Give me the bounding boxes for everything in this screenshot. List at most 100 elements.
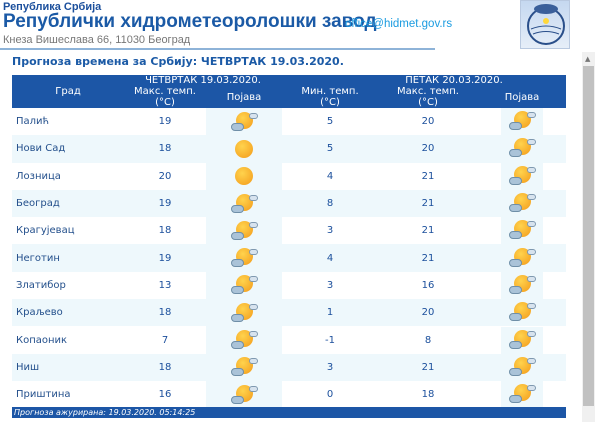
max-temp-day1: 19 <box>124 189 206 218</box>
header-address: Кнеза Вишеслава 66, 11030 Београд <box>3 34 191 46</box>
logo-icon <box>527 4 565 45</box>
logo[interactable] <box>520 0 570 49</box>
phenomenon-day1 <box>206 108 282 136</box>
max-temp-day2: 21 <box>378 353 478 381</box>
max-temp-day1: 18 <box>158 225 172 237</box>
table-row: Београд 19 8 21 <box>12 189 566 218</box>
max-temp-day2: 18 <box>421 389 435 401</box>
day2-header: ПЕТАК 20.03.2020. <box>282 75 566 86</box>
city-name: Приштина <box>16 389 71 401</box>
min-temp-day2: 8 <box>282 189 378 218</box>
partly-cloudy-icon <box>230 111 258 133</box>
col-phen2: Појава <box>478 86 566 108</box>
max-temp-day1: 18 <box>124 135 206 163</box>
table-row: Златибор 13 3 16 <box>12 271 566 300</box>
phenomenon-day1 <box>206 162 282 190</box>
phenomenon-day2 <box>478 381 566 409</box>
phenomenon-day2 <box>478 244 566 272</box>
min-temp-day2: 0 <box>326 389 334 401</box>
max-temp-day1: 13 <box>158 279 172 291</box>
min-temp-day2: -1 <box>325 334 335 346</box>
phenomenon-day2 <box>478 353 566 381</box>
max-temp-day1: 20 <box>158 170 172 182</box>
phenomenon-day1 <box>206 326 282 354</box>
phenomenon-day1 <box>206 380 282 409</box>
partly-cloudy-icon <box>230 329 258 351</box>
unit1: (°C) <box>124 97 206 108</box>
partly-cloudy-icon <box>508 137 536 159</box>
max-temp-day1: 19 <box>158 116 172 128</box>
table-row: Нови Сад 18 5 20 <box>12 135 566 163</box>
table-row: Краљево 18 1 20 <box>12 299 566 327</box>
partly-cloudy-icon <box>230 193 258 215</box>
partly-cloudy-icon <box>230 220 258 242</box>
phenomenon-day1 <box>206 271 282 300</box>
partly-cloudy-icon <box>508 301 536 323</box>
max-temp-day2: 20 <box>421 116 435 128</box>
phenomenon-day2 <box>478 162 566 190</box>
footer-updated: Прогноза ажурирана: 19.03.2020. 05:14:25 <box>12 407 566 418</box>
city-name: Краљево <box>12 299 124 327</box>
partly-cloudy-icon <box>230 302 258 324</box>
partly-cloudy-icon <box>508 192 536 214</box>
max-temp-day2: 21 <box>378 189 478 218</box>
min-temp-day2: 5 <box>282 135 378 163</box>
city-name: Неготин <box>12 244 124 272</box>
scrollbar[interactable]: ▲ <box>582 52 595 422</box>
col-phen1: Појава <box>206 86 282 108</box>
city-name: Београд <box>12 189 124 218</box>
phenomenon-day2 <box>478 299 566 327</box>
forecast-subtitle: Прогноза времена за Србију: ЧЕТВРТАК 19.… <box>12 55 344 68</box>
max-temp-day2: 8 <box>424 334 432 346</box>
table-row: Приштина 16 0 18 <box>12 380 566 409</box>
max-temp-day2: 20 <box>378 135 478 163</box>
max-temp-day2: 16 <box>421 279 435 291</box>
phenomenon-day1 <box>206 244 282 272</box>
phenomenon-day2 <box>478 189 566 218</box>
partly-cloudy-icon <box>230 247 258 269</box>
col-max1: Макс. темп. <box>124 86 206 97</box>
phenomenon-day1 <box>206 135 282 163</box>
table-row: Палић 19 5 20 <box>12 108 566 136</box>
phenomenon-day2 <box>478 217 566 245</box>
phenomenon-day1 <box>206 353 282 381</box>
max-temp-day2: 20 <box>378 299 478 327</box>
phenomenon-day2 <box>478 108 566 136</box>
min-temp-day2: 3 <box>326 279 334 291</box>
unit3: (°C) <box>378 97 478 108</box>
max-temp-day1: 18 <box>124 353 206 381</box>
city-name: Палић <box>16 116 50 128</box>
city-name: Нови Сад <box>12 135 124 163</box>
max-temp-day1: 16 <box>158 389 172 401</box>
partly-cloudy-icon <box>230 384 258 406</box>
email-link[interactable]: office@hidmet.gov.rs <box>345 18 453 30</box>
city-name: Крагујевац <box>16 225 75 237</box>
unit2: (°C) <box>282 97 378 108</box>
city-name: Копаоник <box>16 334 68 346</box>
city-name: Златибор <box>16 279 66 291</box>
min-temp-day2: 5 <box>326 116 334 128</box>
partly-cloudy-icon <box>508 329 536 351</box>
table-row: Неготин 19 4 21 <box>12 244 566 272</box>
table-row: Лозница 20 4 21 <box>12 162 566 190</box>
scroll-up-icon[interactable]: ▲ <box>585 55 591 63</box>
min-temp-day2: 4 <box>326 170 334 182</box>
partly-cloudy-icon <box>508 247 536 269</box>
city-name: Ниш <box>12 353 124 381</box>
header-country: Република Србија <box>3 1 102 13</box>
partly-cloudy-icon <box>508 356 536 378</box>
col-min2: Мин. темп. <box>282 86 378 97</box>
phenomenon-day2 <box>478 326 566 354</box>
partly-cloudy-icon <box>508 383 536 405</box>
min-temp-day2: 1 <box>282 299 378 327</box>
scrollbar-thumb[interactable] <box>583 66 594 406</box>
max-temp-day2: 21 <box>421 170 435 182</box>
partly-cloudy-icon <box>508 110 536 132</box>
min-temp-day2: 3 <box>326 225 334 237</box>
day1-header: ЧЕТВРТАК 19.03.2020. <box>124 75 282 86</box>
phenomenon-day1 <box>206 189 282 218</box>
col-city: Град <box>12 75 124 108</box>
header-title[interactable]: Републички хидрометеоролошки завод <box>3 11 377 32</box>
max-temp-day2: 21 <box>421 225 435 237</box>
city-name: Лозница <box>16 170 61 182</box>
